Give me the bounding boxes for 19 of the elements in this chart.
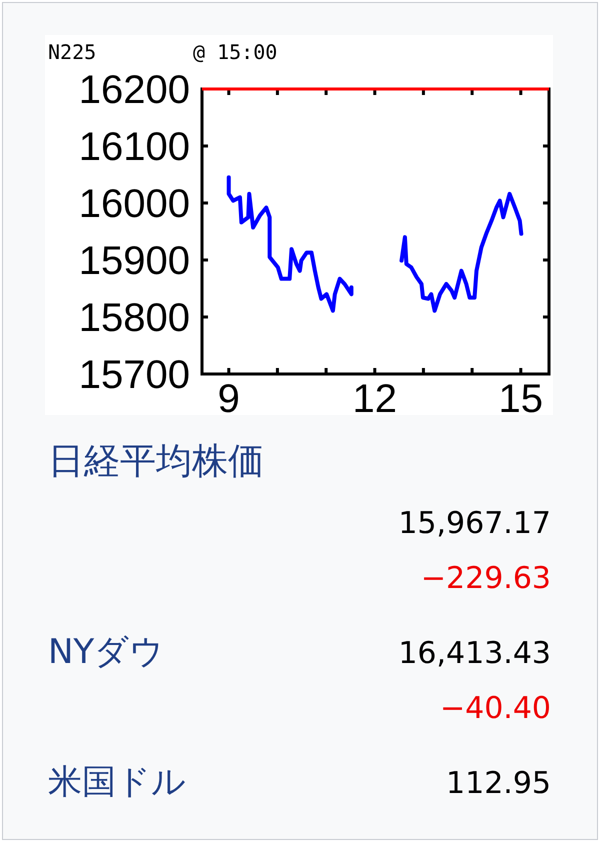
text: 16,413.43 bbox=[398, 636, 551, 671]
chart-title: N225 bbox=[48, 40, 96, 64]
text: 15,967.17 bbox=[398, 506, 551, 541]
y-tick-label: 15800 bbox=[78, 296, 190, 340]
text: NYダウ bbox=[48, 632, 164, 672]
y-tick-label: 15700 bbox=[78, 353, 190, 397]
x-tick-label: 15 bbox=[498, 377, 544, 421]
text: 米国ドル bbox=[48, 762, 186, 802]
x-tick-label: 12 bbox=[352, 377, 398, 421]
y-tick-label: 15900 bbox=[78, 239, 190, 283]
y-tick-label: 16200 bbox=[78, 68, 190, 112]
y-tick-label: 16000 bbox=[78, 182, 190, 226]
text: 日経平均株価 bbox=[48, 441, 264, 482]
x-tick-label: 9 bbox=[218, 377, 240, 421]
chart-subtitle: @ 15:00 bbox=[193, 40, 278, 64]
y-tick-label: 16100 bbox=[78, 125, 190, 169]
text: −40.40 bbox=[440, 691, 551, 726]
text: −229.63 bbox=[420, 561, 551, 596]
text: 112.95 bbox=[446, 766, 551, 801]
